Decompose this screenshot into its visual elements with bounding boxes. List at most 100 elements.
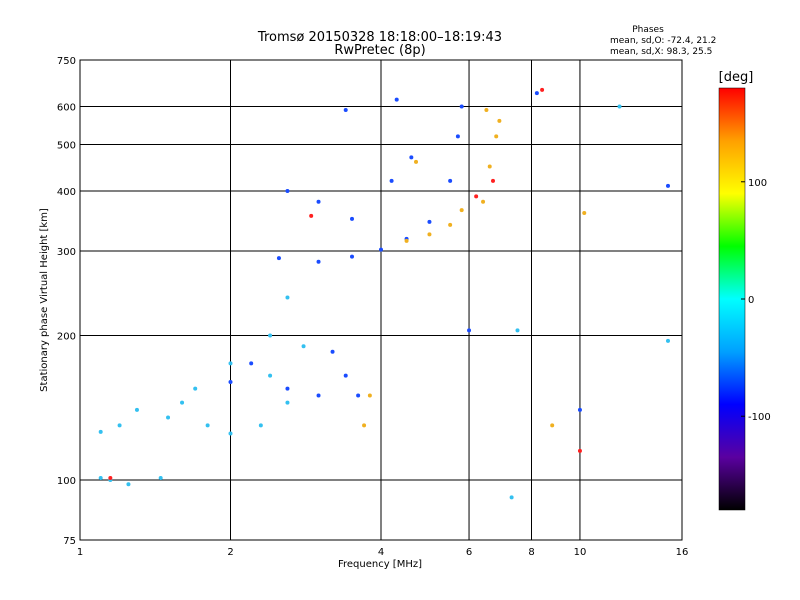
data-point [448,178,453,183]
y-axis-ticks: 75 100 200 300 400 500 600 750 [57,56,76,547]
data-point [193,386,198,391]
data-point [379,247,383,252]
y-tick-label: 75 [63,536,76,547]
data-point [276,256,281,261]
data-point [550,423,555,428]
x-tick-label: 4 [378,547,384,558]
chart-title: Tromsø 20150328 18:18:00–18:19:43 [257,30,502,45]
data-point [455,134,460,139]
data-point [228,380,233,385]
data-point [356,393,361,398]
stats-heading: Phases [632,25,664,35]
data-point [534,91,539,96]
data-point [494,134,499,139]
data-point [427,232,432,237]
data-point [343,373,348,378]
data-point [404,238,409,243]
colorbar-tick-label: 0 [748,295,754,306]
x-tick-label: 10 [574,547,587,558]
colorbar-gradient [718,87,746,511]
data-point [268,373,273,378]
data-point [117,423,122,428]
data-point [228,361,233,366]
x-tick-label: 1 [77,547,83,558]
data-point [389,178,394,183]
y-tick-label: 200 [57,332,76,343]
data-point [490,178,495,183]
data-point [249,361,254,366]
data-point [409,155,414,160]
data-point [309,213,314,218]
plot-area: 1 2 4 6 8 10 16 75 100 200 300 400 500 600 750 [57,56,688,558]
x-tick-label: 8 [528,547,534,558]
data-point [448,222,453,227]
y-tick-label: 400 [57,187,76,198]
data-point [108,475,113,480]
data-point [228,431,233,436]
data-point [367,393,372,398]
data-point [350,254,355,259]
data-point [474,194,479,199]
y-tick-label: 750 [57,56,76,67]
data-point [414,159,419,164]
data-point [166,415,171,420]
colorbar-ticks: 100 0 -100 [741,178,771,423]
data-point [316,393,321,398]
data-point [98,475,103,480]
data-point [617,104,622,109]
colorbar-label: [deg] [719,70,754,85]
x-axis-label: Frequency [MHz] [338,559,422,570]
data-points [98,87,670,500]
data-point [459,208,464,213]
data-point [158,475,163,480]
data-point [487,164,492,169]
x-tick-label: 6 [466,547,472,558]
data-point [459,104,464,109]
x-tick-label: 16 [676,547,689,558]
data-point [665,183,670,188]
stats-line-x: mean, sd,X: 98.3, 25.5 [610,47,712,57]
colorbar-tick-label: -100 [748,412,771,423]
y-tick-label: 300 [57,247,76,258]
stats-line-o: mean, sd,O: -72.4, 21.2 [610,36,716,46]
data-point [285,295,290,300]
data-point [350,216,355,221]
data-point [497,118,502,123]
data-point [467,328,472,333]
data-point [582,211,587,216]
data-point [205,423,210,428]
colorbar: [deg] 100 0 -100 [718,70,771,511]
y-tick-label: 100 [57,476,76,487]
x-axis-ticks: 1 2 4 6 8 10 16 [77,547,689,558]
data-point [316,259,321,264]
data-point [126,482,131,487]
data-point [268,333,273,338]
chart-subtitle: RwPretec (8p) [334,43,425,58]
data-point [316,199,321,204]
data-point [577,448,582,453]
data-point [285,189,290,194]
data-point [577,407,582,412]
data-point [509,495,514,500]
data-point [258,423,263,428]
data-point [180,400,185,405]
y-axis-label: Stationary phase Virtual Height [km] [39,208,50,392]
data-point [515,328,520,333]
data-point [98,429,103,434]
data-point [285,400,290,405]
data-point [427,219,432,224]
data-point [484,108,489,113]
data-point [301,344,306,349]
data-point [330,349,335,354]
data-point [362,423,367,428]
data-point [481,199,486,204]
data-point [394,97,399,102]
data-point [343,108,348,113]
data-point [285,386,290,391]
data-point [665,338,670,343]
y-tick-label: 500 [57,141,76,152]
data-point [540,87,545,92]
data-point [134,407,139,412]
colorbar-tick-label: 100 [748,178,767,189]
